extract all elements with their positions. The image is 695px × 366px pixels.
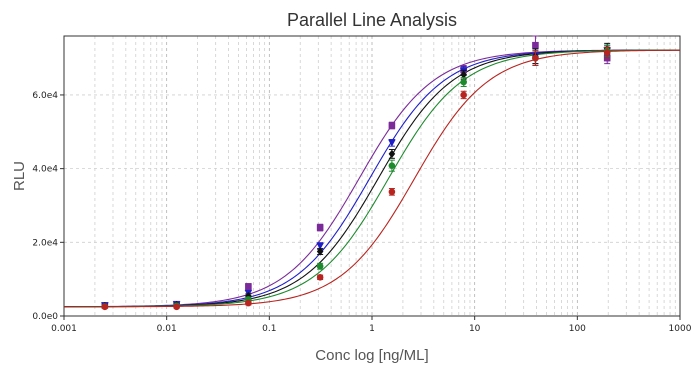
data-point (460, 70, 467, 79)
fit-curve (64, 49, 680, 308)
data-point (316, 247, 324, 256)
y-tick-label: 0.0e0 (32, 312, 58, 322)
x-tick-label: 100 (569, 324, 586, 334)
x-axis-ticks: 0.001 0.01 0.1 1 10 100 1000 (51, 316, 692, 334)
data-point (173, 303, 180, 311)
data-point (388, 188, 396, 196)
grid (63, 36, 680, 316)
data-point (388, 139, 396, 147)
data-point (388, 122, 396, 129)
fit-curves (63, 49, 681, 308)
x-tick-label: 0.1 (262, 324, 276, 334)
data-point (460, 91, 467, 99)
data-point (316, 242, 324, 250)
fit-curve (64, 49, 680, 308)
data-point (532, 41, 539, 49)
data-point (603, 49, 611, 56)
data-point (245, 299, 252, 307)
y-axis-ticks: 0.0e0 2.0e4 4.0e4 6.0e4 (32, 91, 64, 322)
fit-curve (64, 49, 681, 308)
data-point (532, 54, 539, 62)
data-point (245, 283, 252, 290)
x-axis-label: Conc log [ng/ML] (315, 347, 428, 364)
x-tick-label: 0.01 (157, 324, 177, 334)
y-axis-label: RLU (11, 161, 28, 191)
fit-curve (64, 49, 681, 308)
chart-title: Parallel Line Analysis (287, 10, 457, 30)
data-point (388, 149, 396, 158)
x-tick-label: 1000 (669, 324, 692, 334)
data-point (316, 224, 324, 231)
data-point (316, 274, 324, 281)
y-tick-label: 4.0e4 (32, 165, 58, 175)
data-point (101, 303, 109, 311)
x-tick-label: 1 (369, 324, 375, 334)
data-points (101, 35, 611, 311)
y-tick-label: 2.0e4 (32, 238, 58, 248)
data-point (460, 78, 467, 86)
data-point (388, 162, 396, 169)
y-tick-label: 6.0e4 (32, 91, 58, 101)
data-point (316, 262, 324, 270)
fit-curve (63, 49, 680, 308)
data-point (245, 292, 252, 301)
x-tick-label: 0.001 (51, 324, 77, 334)
x-tick-label: 10 (469, 324, 481, 334)
